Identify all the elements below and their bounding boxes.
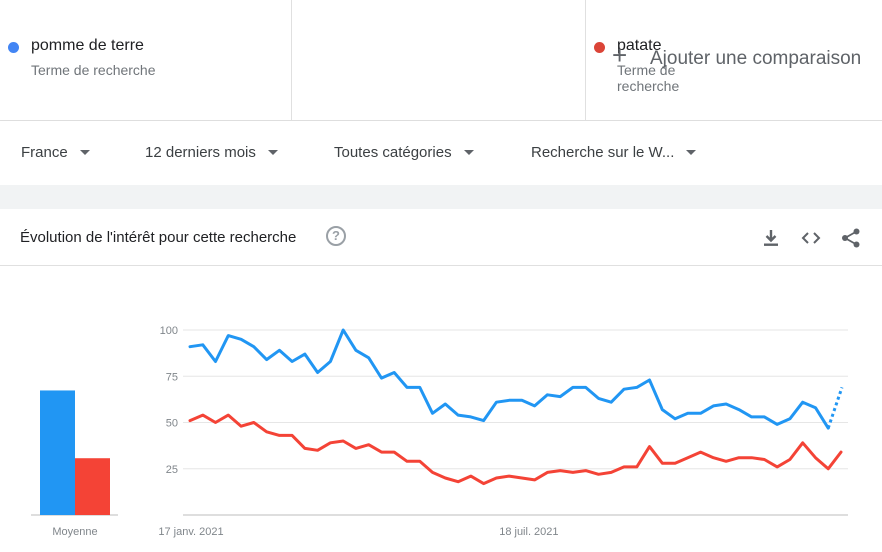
search-type-dropdown-label: Recherche sur le W... — [531, 144, 675, 161]
caret-down-icon — [79, 150, 90, 155]
search-type-dropdown[interactable]: Recherche sur le W... — [531, 144, 697, 161]
filter-bar: France 12 derniers mois Toutes catégorie… — [0, 121, 882, 185]
series-color-dot-2 — [594, 42, 605, 53]
category-dropdown-label: Toutes catégories — [334, 144, 452, 161]
caret-down-icon — [267, 150, 278, 155]
card-title: Évolution de l'intérêt pour cette recher… — [20, 229, 297, 246]
search-term-1[interactable]: pomme de terre Terme de recherche — [0, 0, 292, 120]
search-term-1-name: pomme de terre — [31, 37, 144, 54]
series-line-1 — [188, 328, 830, 430]
y-tick-label: 100 — [160, 325, 178, 337]
region-dropdown[interactable]: France — [21, 144, 90, 161]
search-term-2[interactable]: patate Terme de recherche — [292, 0, 679, 120]
section-separator — [0, 185, 882, 209]
help-icon[interactable]: ? — [326, 226, 346, 246]
comparison-bar: pomme de terre Terme de recherche patate… — [0, 0, 882, 121]
y-tick-label: 50 — [166, 418, 178, 430]
plus-icon: + — [612, 40, 628, 70]
series-line-2 — [188, 413, 843, 486]
x-tick-label: 18 juil. 2021 — [499, 526, 558, 538]
download-icon[interactable] — [760, 227, 782, 249]
card-header: Évolution de l'intérêt pour cette recher… — [0, 209, 882, 266]
series-color-dot-1 — [8, 42, 19, 53]
average-bar-2 — [75, 458, 110, 515]
interest-chart: 25 50 75 100 17 janv. 2021 18 juil. 2021 Moyen… — [31, 325, 848, 538]
interest-over-time-card: Évolution de l'intérêt pour cette recher… — [0, 209, 882, 552]
average-label: Moyenne — [52, 526, 97, 538]
y-tick-label: 75 — [166, 371, 178, 383]
caret-down-icon — [686, 150, 697, 155]
average-bar-1 — [40, 390, 75, 515]
y-tick-label: 25 — [166, 464, 178, 476]
period-dropdown[interactable]: 12 derniers mois — [145, 144, 278, 161]
add-comparison-label: Ajouter une comparaison — [650, 48, 862, 69]
search-term-2-type: Terme de recherche — [617, 62, 680, 94]
category-dropdown[interactable]: Toutes catégories — [334, 144, 474, 161]
embed-code-icon[interactable] — [800, 227, 822, 249]
caret-down-icon — [463, 150, 474, 155]
series-partial-line-1 — [826, 386, 844, 429]
search-term-2-name: patate — [617, 37, 662, 54]
add-comparison-button[interactable]: + Ajouter une comparaison — [586, 0, 882, 120]
search-term-1-type: Terme de recherche — [31, 62, 156, 78]
period-dropdown-label: 12 derniers mois — [145, 144, 256, 161]
x-tick-label: 17 janv. 2021 — [158, 526, 223, 538]
region-dropdown-label: France — [21, 144, 68, 161]
share-icon[interactable] — [840, 227, 862, 249]
